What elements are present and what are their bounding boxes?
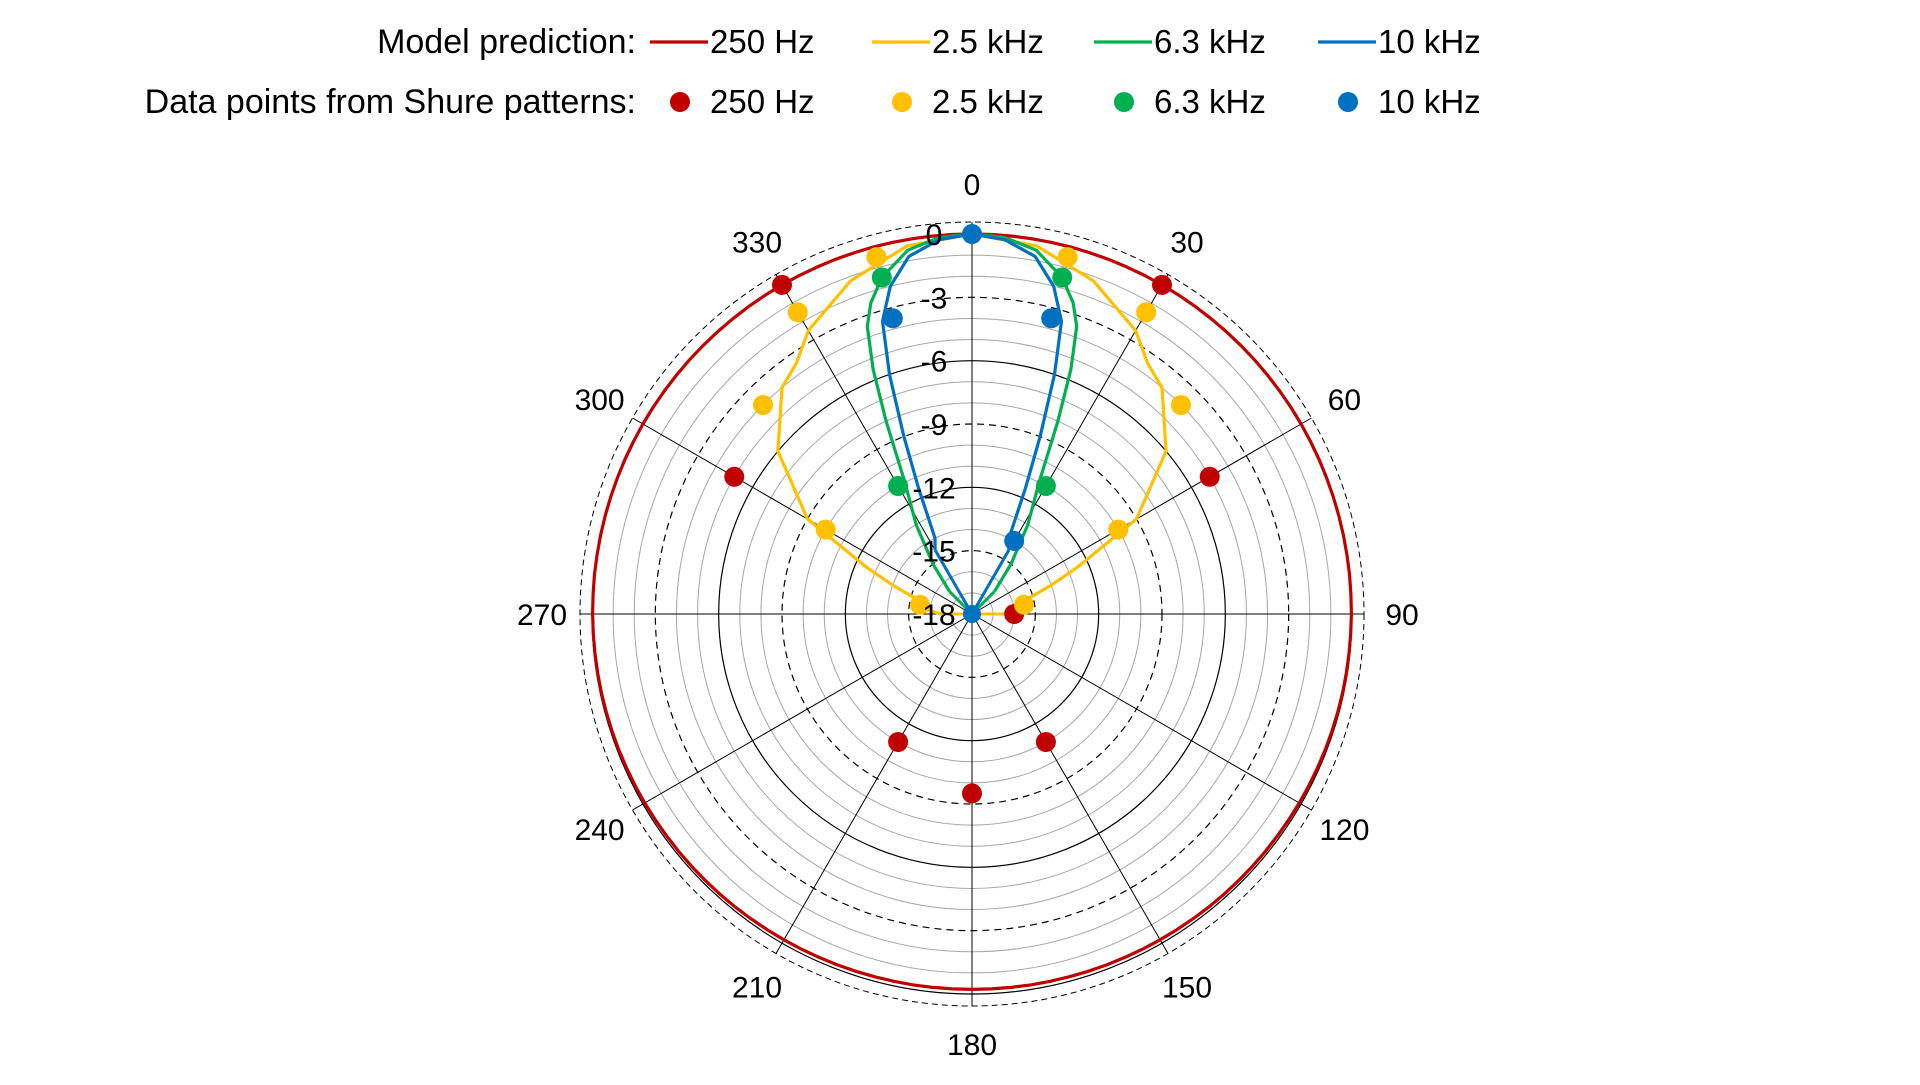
data-point — [1136, 302, 1157, 323]
data-point — [1152, 274, 1172, 295]
data-point — [1108, 519, 1129, 540]
data-point — [815, 519, 836, 540]
grid-spoke — [632, 417, 973, 615]
legend-line-label: 250 Hz — [710, 23, 815, 60]
legend-line-label: 10 kHz — [1378, 23, 1481, 60]
grid-spoke — [971, 613, 1312, 811]
data-point — [1199, 466, 1220, 487]
legend-items: 250 Hz 250 Hz 2.5 kHz 2.5 kHz 6.3 kHz 6.3 kHz… — [650, 23, 1481, 120]
data-point — [962, 783, 982, 804]
data-point — [1035, 732, 1056, 752]
grid-spoke — [971, 417, 1312, 615]
data-point — [888, 732, 909, 752]
radial-tick-label: -12 — [912, 472, 955, 505]
data-point — [1057, 247, 1078, 268]
angle-tick-label: 210 — [732, 971, 782, 1004]
axis-labels: 0 30 60 90 120 150 180 210 240 270 300 330 0 -3 -6 -9 -1… — [517, 169, 1419, 1062]
grid-spoke — [971, 613, 1169, 954]
data-point — [724, 466, 745, 487]
legend-dot-swatch — [1114, 92, 1134, 112]
angle-tick-label: 180 — [947, 1029, 997, 1062]
data-point — [787, 302, 808, 323]
data-point — [772, 274, 792, 295]
legend-dot-label: 10 kHz — [1378, 83, 1481, 120]
data-point — [1052, 267, 1073, 288]
center-point — [963, 605, 981, 623]
radial-tick-label: -9 — [921, 409, 948, 442]
legend-dot-label: 2.5 kHz — [932, 83, 1044, 120]
angle-tick-label: 90 — [1385, 599, 1418, 632]
data-point — [1004, 530, 1025, 551]
angle-tick-label: 0 — [964, 169, 981, 202]
data-point — [1035, 476, 1056, 496]
angle-tick-label: 240 — [575, 814, 625, 847]
legend-dot-swatch — [892, 92, 912, 112]
legend-line-label: 6.3 kHz — [1154, 23, 1266, 60]
angle-tick-label: 270 — [517, 599, 567, 632]
legend-dot-label: 250 Hz — [710, 83, 815, 120]
data-point — [1041, 308, 1062, 329]
legend-dot-label: 6.3 kHz — [1154, 83, 1266, 120]
angle-tick-label: 150 — [1162, 971, 1212, 1004]
legend: Model prediction: Data points from Shure… — [145, 23, 1481, 121]
radial-tick-label: -3 — [921, 282, 948, 315]
grid-spoke — [775, 613, 973, 954]
legend-model-label: Model prediction: — [377, 23, 636, 61]
legend-data-label: Data points from Shure patterns: — [145, 83, 636, 121]
angle-tick-label: 30 — [1170, 227, 1203, 260]
data-points — [724, 224, 1220, 804]
data-point — [962, 224, 982, 244]
legend-dot-swatch — [670, 92, 690, 112]
data-point — [871, 267, 892, 288]
radial-tick-label: -18 — [912, 599, 955, 632]
legend-line-label: 2.5 kHz — [932, 23, 1044, 60]
data-point — [888, 476, 909, 496]
angle-tick-label: 120 — [1319, 814, 1369, 847]
radial-tick-label: 0 — [926, 219, 943, 252]
radial-tick-label: -15 — [912, 536, 955, 569]
radial-tick-label: -6 — [921, 346, 948, 379]
angle-tick-label: 330 — [732, 227, 782, 260]
data-point — [1171, 395, 1191, 415]
legend-dot-swatch — [1338, 92, 1358, 112]
data-point — [753, 395, 773, 415]
data-point — [910, 594, 930, 615]
data-point — [1014, 594, 1034, 615]
angle-tick-label: 300 — [575, 384, 625, 417]
grid-spoke — [632, 613, 973, 811]
data-point — [882, 308, 903, 329]
data-point — [866, 247, 887, 268]
angle-tick-label: 60 — [1328, 384, 1361, 417]
